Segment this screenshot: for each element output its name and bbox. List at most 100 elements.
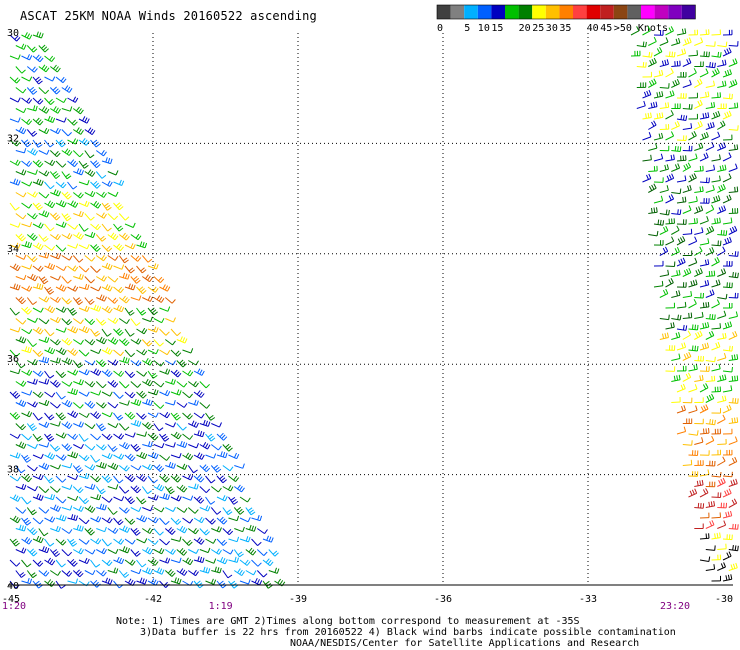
- wind-barb: [170, 412, 181, 421]
- wind-barb: [688, 488, 698, 498]
- wind-barb: [182, 517, 194, 524]
- legend-label: 20: [519, 23, 531, 34]
- wind-barb: [55, 432, 67, 439]
- wind-barb: [119, 272, 130, 280]
- wind-barb: [648, 143, 658, 151]
- wind-barb: [84, 444, 96, 451]
- wind-barb: [199, 402, 211, 409]
- wind-barb: [49, 379, 61, 388]
- wind-barb: [118, 338, 130, 347]
- wind-barb: [15, 380, 27, 387]
- wind-barb: [688, 173, 697, 183]
- wind-barb: [90, 516, 102, 523]
- wind-barb: [257, 528, 268, 535]
- wind-barb: [84, 255, 96, 262]
- wind-barb: [32, 178, 44, 186]
- wind-barb: [107, 297, 119, 304]
- wind-barb: [101, 328, 112, 337]
- wind-barb: [113, 556, 125, 565]
- wind-barb: [32, 54, 44, 63]
- wind-barb: [21, 118, 33, 125]
- wind-barb: [90, 139, 101, 148]
- wind-barb: [722, 134, 733, 141]
- wind-barb: [67, 495, 79, 502]
- wind-barb: [95, 570, 107, 577]
- wind-barb: [694, 397, 704, 403]
- wind-barb: [15, 169, 27, 176]
- wind-barb: [676, 365, 687, 372]
- wind-barb: [78, 496, 90, 505]
- wind-barb: [653, 47, 663, 57]
- wind-barb: [78, 369, 90, 376]
- wind-barb: [164, 569, 176, 577]
- wind-barb: [176, 507, 188, 513]
- wind-barb: [141, 486, 152, 495]
- wind-barb: [9, 222, 21, 228]
- wind-barb: [55, 160, 67, 168]
- wind-barb: [216, 495, 228, 502]
- wind-barb: [653, 91, 664, 99]
- wind-barb: [216, 516, 228, 525]
- wind-barb: [676, 175, 687, 183]
- wind-barb: [96, 503, 107, 511]
- wind-barb: [676, 196, 687, 204]
- wind-barb: [659, 124, 670, 130]
- wind-barb: [682, 228, 693, 235]
- wind-barb: [182, 412, 193, 420]
- wind-barb: [27, 273, 38, 282]
- wind-barb: [101, 452, 113, 460]
- wind-barb: [688, 364, 698, 372]
- wind-barb: [648, 183, 657, 193]
- wind-barb: [141, 339, 153, 347]
- wind-barb: [205, 475, 216, 484]
- wind-barb: [130, 360, 142, 367]
- wind-barb: [671, 37, 681, 46]
- wind-barb: [199, 419, 211, 427]
- wind-barb: [142, 441, 153, 448]
- wind-barb: [722, 428, 733, 435]
- wind-barb: [717, 562, 726, 571]
- wind-barb: [665, 26, 674, 36]
- wind-barb: [728, 330, 738, 340]
- legend-label: 25: [532, 23, 544, 34]
- wind-barb: [61, 443, 73, 452]
- wind-barb: [95, 171, 107, 179]
- wind-barb: [233, 549, 244, 558]
- wind-barb: [73, 232, 84, 240]
- wind-barb: [101, 369, 113, 377]
- wind-barb: [50, 464, 61, 470]
- wind-barb: [699, 556, 711, 562]
- wind-barb: [682, 104, 693, 110]
- wind-barb: [182, 348, 194, 354]
- wind-barb: [153, 423, 164, 432]
- wind-barb: [38, 106, 50, 114]
- wind-barb: [107, 567, 119, 574]
- wind-barb: [682, 351, 692, 361]
- wind-barb: [665, 131, 675, 141]
- wind-barb: [27, 359, 38, 366]
- wind-barb: [251, 538, 262, 546]
- wind-barb: [688, 113, 698, 120]
- wind-barb: [15, 507, 27, 514]
- wind-barb: [26, 66, 38, 73]
- legend-swatch: [477, 5, 492, 19]
- wind-barb: [153, 528, 164, 536]
- wind-barb: [130, 381, 142, 388]
- wind-barb: [130, 568, 142, 575]
- wind-barb: [55, 475, 67, 483]
- wind-barb: [84, 381, 96, 388]
- wind-barb: [15, 147, 27, 154]
- wind-barb: [32, 222, 44, 229]
- wind-barb: [107, 379, 119, 388]
- wind-barb: [653, 132, 664, 141]
- wind-barb: [722, 110, 732, 120]
- wind-barb: [153, 339, 164, 347]
- wind-barb: [113, 453, 125, 460]
- wind-barb: [9, 283, 21, 291]
- wind-barb: [659, 225, 669, 235]
- wind-barb: [705, 289, 715, 298]
- wind-barb: [159, 493, 170, 500]
- wind-barb: [705, 313, 716, 320]
- wind-barb: [728, 144, 739, 151]
- wind-barb: [44, 433, 55, 442]
